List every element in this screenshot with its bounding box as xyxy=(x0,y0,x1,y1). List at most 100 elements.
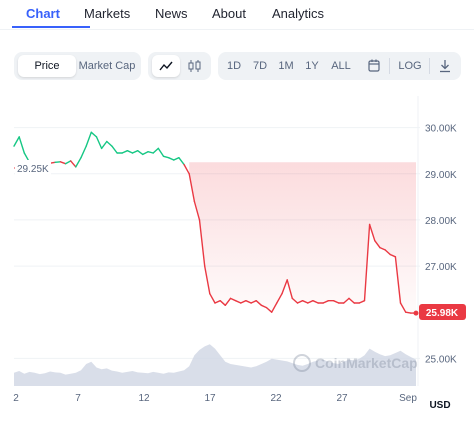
candlestick-icon xyxy=(188,60,201,72)
price-line-segment xyxy=(271,302,278,313)
price-line-segment xyxy=(75,157,82,168)
currency-label: USD xyxy=(429,400,450,411)
price-line-segment xyxy=(240,299,247,304)
tab-about[interactable]: About xyxy=(212,6,246,21)
log-scale-button[interactable]: LOG xyxy=(398,60,422,72)
price-area-fill xyxy=(189,162,416,314)
tab-chart[interactable]: Chart xyxy=(26,6,60,21)
price-line-segment xyxy=(90,131,98,138)
candlestick-chart-button[interactable] xyxy=(181,55,208,77)
price-line-segment xyxy=(301,299,309,304)
price-line-segment xyxy=(281,279,288,295)
price-line-segment xyxy=(193,200,201,221)
chart-style-toggle xyxy=(148,52,211,80)
price-line-segment xyxy=(85,131,93,147)
price-marketcap-toggle: Price Market Cap xyxy=(14,52,141,80)
range-1y-button[interactable]: 1Y xyxy=(305,60,319,72)
x-tick-label: 2 xyxy=(13,393,19,404)
y-tick-label: 27.00K xyxy=(425,262,457,273)
x-tick-label: 12 xyxy=(138,393,150,404)
price-line-segment xyxy=(322,299,330,304)
price-line-segment xyxy=(286,279,293,300)
price-line-segment xyxy=(312,299,319,304)
volume-area xyxy=(14,344,416,386)
price-line-segment xyxy=(209,292,216,304)
current-price-badge xyxy=(419,304,466,320)
price-chart[interactable]: CoinMarketCap 30.00K 29.00K 28.00K 27.00K 25… xyxy=(0,96,474,430)
range-1d-button[interactable]: 1D xyxy=(226,60,242,72)
start-price-label: 29.25K xyxy=(17,164,49,175)
tab-analytics[interactable]: Analytics xyxy=(272,6,325,21)
price-line-segment xyxy=(188,173,196,203)
range-toolbar: 1D 7D 1M 1Y ALL LOG xyxy=(218,52,461,80)
last-price-point xyxy=(413,310,419,316)
price-line-segment xyxy=(405,311,412,314)
x-tick-label: 7 xyxy=(75,393,81,404)
start-price-label-bg xyxy=(15,160,51,175)
x-tick-label: 27 xyxy=(336,393,348,404)
price-line-segment xyxy=(394,256,402,304)
price-line-segment xyxy=(142,151,149,156)
tab-bar: Chart Markets News About Analytics xyxy=(0,0,474,30)
price-line-segment xyxy=(178,157,185,166)
line-chart-icon xyxy=(159,61,173,71)
price-line-segment xyxy=(368,223,376,242)
y-tick-label: 29.00K xyxy=(425,170,457,181)
price-line-segment xyxy=(173,157,180,161)
tab-news[interactable]: News xyxy=(155,6,188,21)
price-line-segment xyxy=(379,246,386,251)
price-line-segment xyxy=(224,297,232,307)
price-line-segment xyxy=(152,147,160,154)
market-cap-button[interactable]: Market Cap xyxy=(78,60,136,72)
y-tick-label: 30.00K xyxy=(425,124,457,135)
tabs-divider xyxy=(0,29,474,30)
range-7d-button[interactable]: 7D xyxy=(252,60,268,72)
x-tick-label: 17 xyxy=(204,393,216,404)
price-line-segment xyxy=(343,297,350,304)
price-line-segment xyxy=(358,299,366,304)
price-line-segment xyxy=(183,163,190,175)
calendar-button[interactable] xyxy=(362,55,386,77)
y-tick-label: 25.00K xyxy=(425,354,457,365)
chart-toolbar: Price Market Cap 1D 7D 1M 1Y ALL xyxy=(0,52,474,82)
price-line-segment xyxy=(203,265,211,295)
range-1m-button[interactable]: 1M xyxy=(278,60,294,72)
price-line-segment xyxy=(95,136,103,150)
price-line-segment xyxy=(64,160,72,165)
price-line-segment xyxy=(384,249,391,256)
toolbar-divider xyxy=(429,58,430,74)
price-line-segment xyxy=(54,161,62,164)
price-line-segment xyxy=(307,299,314,304)
range-all-button[interactable]: ALL xyxy=(331,60,351,72)
price-line-segment xyxy=(121,150,129,154)
price-line-segment xyxy=(229,297,237,302)
price-line-segment xyxy=(126,150,134,154)
price-line-segment xyxy=(162,155,170,159)
price-line-segment xyxy=(250,299,257,304)
download-icon xyxy=(440,60,450,73)
active-tab-indicator xyxy=(12,26,90,28)
y-tick-label: 28.00K xyxy=(425,216,457,227)
price-line-segment xyxy=(265,306,273,313)
price-line-segment xyxy=(131,150,139,154)
line-chart-button[interactable] xyxy=(152,55,180,77)
price-line-segment xyxy=(13,136,20,147)
price-line-segment xyxy=(348,297,355,304)
watermark-text: CoinMarketCap xyxy=(315,355,418,371)
price-button[interactable]: Price xyxy=(18,55,76,77)
chart-canvas: CoinMarketCap 30.00K 29.00K 28.00K 27.00K 25… xyxy=(13,96,466,411)
price-line-segment xyxy=(260,304,268,309)
price-line-segment xyxy=(389,253,397,258)
price-line-segment xyxy=(59,161,67,165)
price-line-segment xyxy=(363,223,371,302)
price-line-segment xyxy=(167,157,175,161)
price-line-segment xyxy=(80,145,87,159)
price-line-segment xyxy=(255,299,263,307)
price-line-segment xyxy=(214,299,221,304)
price-line-segment xyxy=(374,239,381,249)
price-line-segment xyxy=(147,151,154,154)
price-line-segment xyxy=(219,299,227,307)
download-button[interactable] xyxy=(433,55,457,77)
tab-markets[interactable]: Markets xyxy=(84,6,131,21)
price-line-segment xyxy=(18,136,25,154)
